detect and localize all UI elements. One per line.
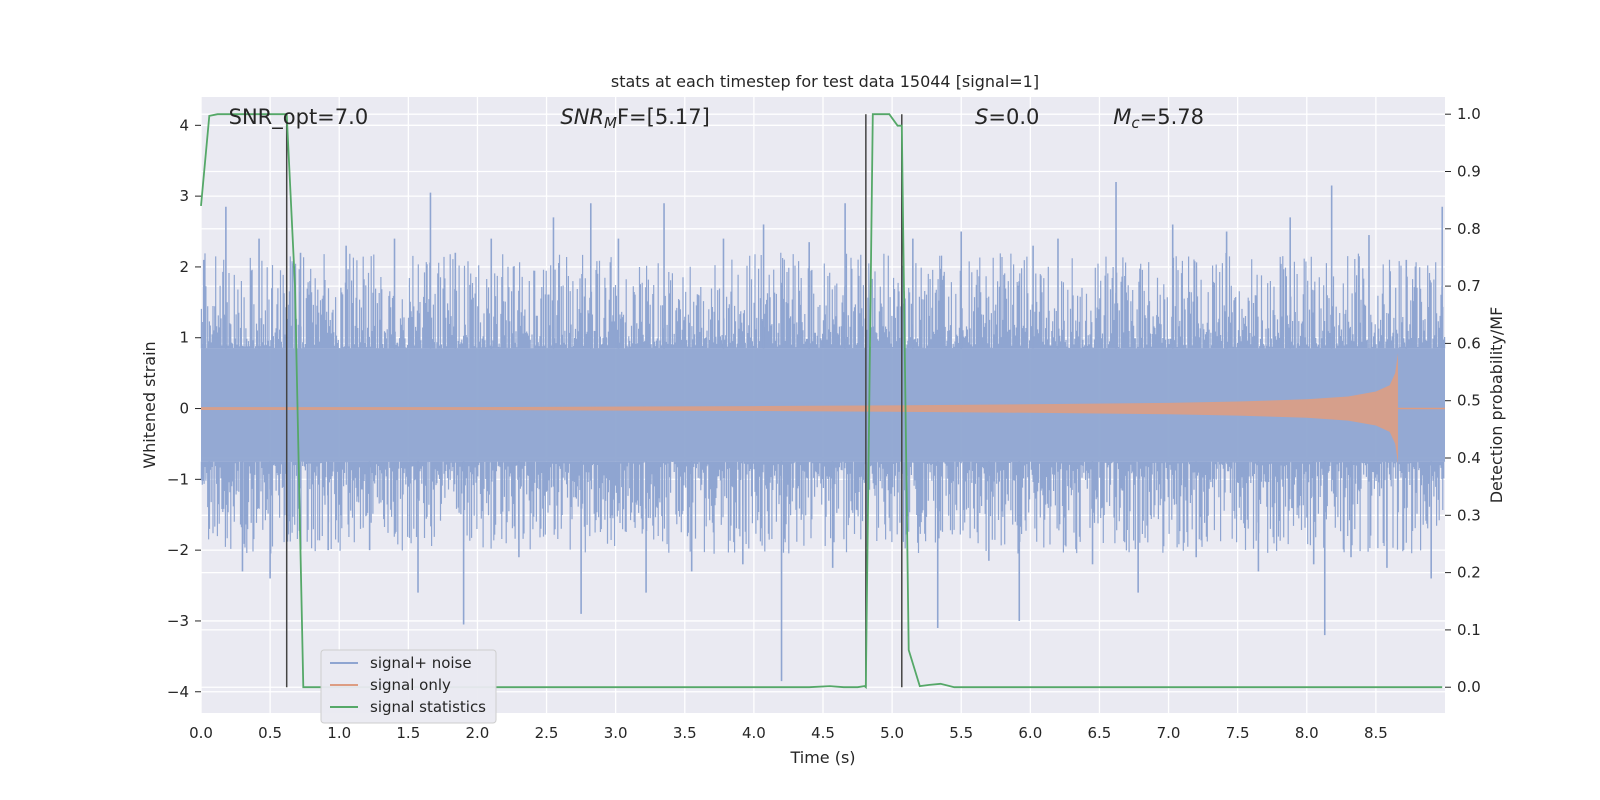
x-tick-label: 0.5 — [258, 724, 282, 742]
statistics-line — [200, 113, 1443, 690]
y-axis-label: Whitened strain — [140, 341, 159, 468]
x-tick-label: 2.0 — [466, 724, 490, 742]
legend-label-signal-statistics: signal statistics — [370, 698, 486, 716]
chart-title: stats at each timestep for test data 150… — [611, 72, 1039, 91]
x-axis-label: Time (s) — [789, 748, 855, 767]
x-tick-label: 4.0 — [742, 724, 766, 742]
legend-label-signal-noise: signal+ noise — [370, 654, 472, 672]
y2-tick-label: 0.7 — [1457, 277, 1481, 295]
y2-tick-label: 0.8 — [1457, 220, 1481, 238]
x-tick-label: 7.5 — [1226, 724, 1250, 742]
y2-tick-label: 0.9 — [1457, 162, 1481, 180]
y2-tick-label: 0.3 — [1457, 506, 1481, 524]
x-tick-label: 8.5 — [1364, 724, 1388, 742]
legend: signal+ noise signal only signal statist… — [320, 649, 497, 724]
x-tick-label: 3.0 — [604, 724, 628, 742]
x-tick-label: 3.5 — [673, 724, 697, 742]
x-tick-label: 8.0 — [1295, 724, 1319, 742]
annotation-s: S=0.0 — [975, 105, 1039, 129]
noise-fringe — [200, 252, 1446, 554]
y-tick-label: 1 — [179, 329, 189, 347]
y2-tick-label: 0.2 — [1457, 564, 1481, 582]
legend-box — [320, 649, 497, 724]
annotation-mc: Mc=5.78 — [1113, 105, 1204, 132]
y2-tick-label: 1.0 — [1457, 105, 1481, 123]
x-tick-label: 6.0 — [1018, 724, 1042, 742]
x-tick-label: 0.0 — [189, 724, 213, 742]
x-tick-label: 5.0 — [880, 724, 904, 742]
x-axis-ticks: 0.0 0.5 1.0 1.5 2.0 2.5 3.0 3.5 4.0 4.5 5.0 5.5 6.0 6… — [189, 724, 1388, 742]
vertical-markers — [285, 114, 903, 688]
x-tick-label: 7.0 — [1157, 724, 1181, 742]
x-tick-label: 2.5 — [535, 724, 559, 742]
legend-label-signal-only: signal only — [370, 676, 451, 694]
y2-tick-label: 0.6 — [1457, 334, 1481, 352]
y2-axis-label: Detection probability/MF — [1487, 307, 1506, 504]
y-tick-label: 4 — [179, 116, 189, 134]
x-tick-label: 1.0 — [327, 724, 351, 742]
x-tick-label: 5.5 — [949, 724, 973, 742]
y-tick-label: −3 — [167, 612, 189, 630]
y-tick-label: −1 — [167, 470, 189, 488]
y-axis-ticks: −4 −3 −2 −1 0 1 2 3 4 — [167, 116, 201, 701]
annotations: SNR_opt=7.0 SNRMF=[5.17] S=0.0 Mc=5.78 — [229, 105, 1204, 132]
annotation-snr_opt: SNR_opt=7.0 — [229, 105, 369, 130]
signal-only-series — [201, 353, 1445, 464]
y-tick-label: 2 — [179, 258, 189, 276]
y2-tick-label: 0.5 — [1457, 392, 1481, 410]
y2-tick-label: 0.1 — [1457, 621, 1481, 639]
signal-envelope — [201, 353, 1398, 464]
y2-axis-ticks: 0.0 0.1 0.2 0.3 0.4 0.5 0.6 0.7 0.8 0.9 1.0 — [1445, 105, 1481, 696]
y-tick-label: −2 — [167, 541, 189, 559]
y-tick-label: 3 — [179, 187, 189, 205]
y2-tick-label: 0.4 — [1457, 449, 1481, 467]
y2-tick-label: 0.0 — [1457, 678, 1481, 696]
y-tick-label: 0 — [179, 400, 189, 418]
annotation-snr_mf: SNRMF=[5.17] — [560, 105, 709, 132]
signal-statistics-series — [200, 113, 1443, 690]
y-tick-label: −4 — [167, 683, 189, 701]
x-tick-label: 6.5 — [1088, 724, 1112, 742]
x-tick-label: 1.5 — [396, 724, 420, 742]
x-tick-label: 4.5 — [811, 724, 835, 742]
